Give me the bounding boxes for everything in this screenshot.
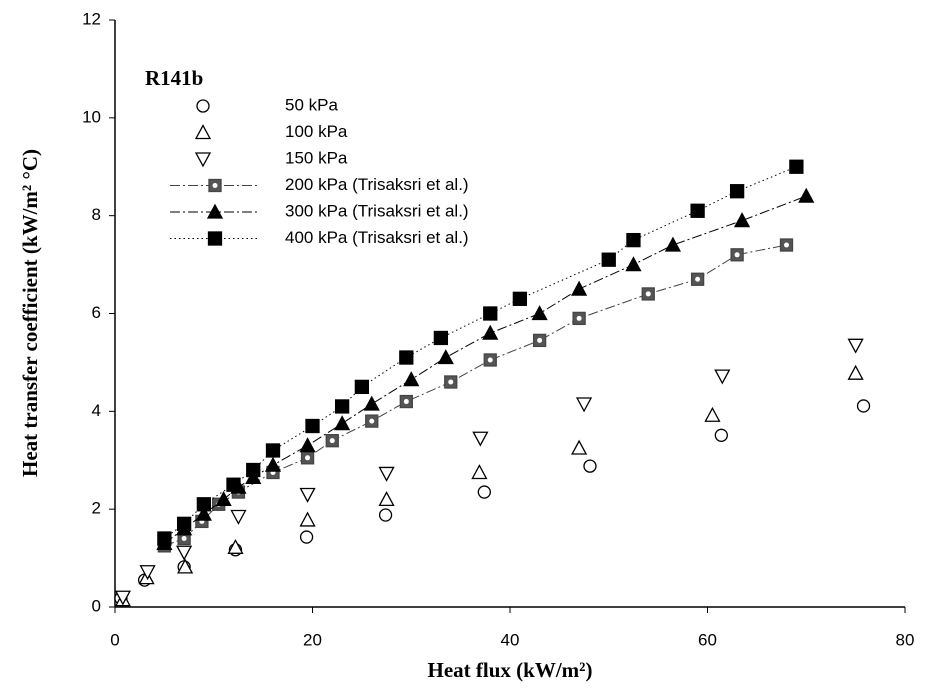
marker — [246, 462, 261, 478]
x-axis-label: Heat flux (kW/m²) — [428, 658, 593, 682]
marker — [176, 516, 192, 531]
legend-label: 50 kPa — [285, 95, 338, 114]
marker — [704, 406, 721, 422]
marker — [571, 439, 588, 455]
marker-dot — [329, 438, 335, 444]
x-tick-label: 40 — [501, 630, 520, 649]
marker — [230, 509, 247, 525]
legend-label: 400 kPa (Trisaksri et al.) — [285, 228, 469, 247]
marker — [664, 236, 682, 252]
marker-dot — [212, 183, 218, 188]
marker — [729, 184, 745, 199]
y-tick-label: 6 — [92, 303, 101, 322]
x-tick-label: 20 — [303, 630, 322, 649]
y-tick-label: 8 — [92, 205, 101, 224]
marker — [583, 459, 597, 473]
marker — [363, 395, 380, 411]
marker — [196, 497, 212, 512]
y-tick-label: 10 — [82, 107, 101, 126]
marker — [437, 349, 454, 365]
marker — [403, 371, 420, 387]
legend-label: 300 kPa (Trisaksri et al.) — [285, 201, 469, 220]
x-tick-label: 60 — [698, 630, 717, 649]
marker-dot — [305, 455, 311, 461]
marker — [575, 397, 593, 413]
marker-dot — [784, 242, 789, 248]
marker — [299, 437, 316, 453]
marker — [625, 256, 642, 272]
x-tick-label: 80 — [896, 630, 915, 649]
marker — [714, 428, 728, 442]
marker — [472, 431, 489, 447]
marker-dot — [645, 291, 651, 297]
marker — [207, 231, 223, 246]
marker — [195, 505, 212, 521]
marker — [471, 464, 488, 480]
marker — [215, 491, 232, 507]
marker — [334, 415, 351, 431]
marker — [299, 530, 314, 544]
marker — [714, 369, 731, 385]
marker — [626, 232, 641, 248]
marker — [856, 399, 871, 413]
marker — [206, 203, 224, 219]
marker — [378, 491, 395, 507]
marker — [194, 152, 212, 168]
marker — [733, 212, 751, 228]
legend-label: 200 kPa (Trisaksri et al.) — [285, 175, 469, 194]
marker-dot — [576, 315, 582, 321]
marker — [157, 531, 172, 546]
marker-dot — [695, 276, 701, 282]
marker-dot — [537, 337, 543, 343]
marker — [378, 508, 393, 522]
marker — [139, 565, 156, 581]
marker — [798, 187, 815, 203]
marker — [482, 324, 499, 340]
marker — [114, 590, 131, 606]
marker — [226, 477, 241, 492]
annotation: R141b — [145, 66, 203, 90]
legend-label: 100 kPa — [285, 122, 348, 141]
marker — [512, 291, 528, 306]
marker — [299, 511, 316, 527]
marker-dot — [448, 379, 454, 385]
marker — [847, 364, 864, 380]
y-tick-label: 4 — [92, 401, 101, 420]
marker — [378, 466, 395, 482]
marker — [571, 280, 588, 296]
marker-dot — [734, 252, 740, 258]
marker-dot — [369, 418, 375, 424]
legend-label: 150 kPa — [285, 148, 348, 167]
marker — [477, 485, 491, 499]
series-line — [164, 244, 787, 547]
marker — [433, 330, 449, 346]
marker-dot — [487, 357, 493, 363]
x-tick-label: 0 — [110, 630, 119, 649]
y-tick-label: 2 — [92, 499, 101, 518]
marker — [176, 545, 193, 561]
marker — [305, 418, 320, 434]
marker — [334, 399, 350, 414]
marker — [483, 306, 498, 321]
marker — [265, 443, 281, 458]
marker — [196, 99, 210, 113]
marker — [354, 379, 370, 395]
marker — [264, 456, 282, 472]
marker — [789, 159, 804, 174]
marker — [227, 538, 244, 554]
marker — [399, 350, 414, 365]
marker — [690, 203, 705, 218]
y-axis-label: Heat transfer coefficient (kW/m² °C) — [18, 149, 42, 477]
marker-dot — [403, 399, 409, 405]
y-tick-label: 0 — [92, 596, 101, 615]
marker-dot — [181, 536, 187, 542]
marker — [177, 558, 194, 574]
y-tick-label: 12 — [82, 9, 101, 28]
marker — [601, 252, 616, 267]
marker — [847, 338, 864, 354]
marker — [531, 305, 548, 321]
marker — [299, 487, 316, 503]
marker — [194, 124, 212, 140]
